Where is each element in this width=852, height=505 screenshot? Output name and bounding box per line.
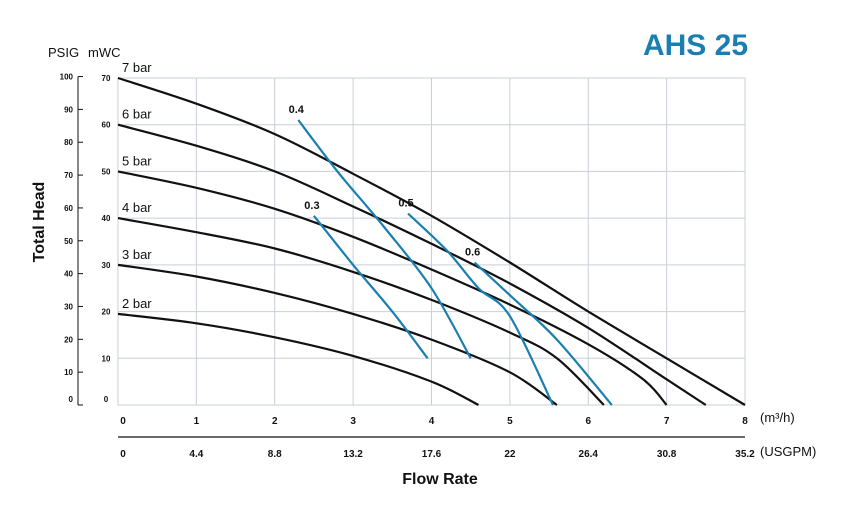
pressure-curves <box>117 76 746 406</box>
chart-title: AHS 25 <box>643 29 748 62</box>
x-tick-label-usgpm: 22 <box>504 449 516 460</box>
y-unit-psig: PSIG <box>48 45 79 60</box>
x-axis-title: Flow Rate <box>402 471 478 488</box>
y-tick-label-mwc: 30 <box>102 261 111 270</box>
x-tick-label: 4 <box>429 416 435 427</box>
x-unit-m3h: (m³/h) <box>760 410 795 425</box>
x-tick-label: 6 <box>585 416 591 427</box>
curve-label-7-bar: 7 bar <box>122 60 152 75</box>
curve-4-bar <box>117 217 605 406</box>
x-tick-label-usgpm: 13.2 <box>343 449 363 460</box>
x-tick-label-usgpm: 0 <box>120 449 126 460</box>
chart-labels: 7 bar 6 bar 5 bar 4 bar 3 bar 2 bar 0.3 0.4 0.5 0… <box>122 60 480 311</box>
air-line-0-3 <box>313 215 429 359</box>
x-tick-label: 7 <box>664 416 670 427</box>
air-line-0-5 <box>407 212 554 406</box>
curve-6-bar <box>117 123 707 406</box>
y-tick-label-psig: 100 <box>60 73 74 82</box>
air-consumption-curves <box>297 119 613 406</box>
curve-2-bar <box>117 312 479 406</box>
x-tick-label: 5 <box>507 416 513 427</box>
y-tick-label-psig: 60 <box>64 204 73 213</box>
air-line-label-0-3: 0.3 <box>304 200 319 212</box>
y-tick-label-mwc: 40 <box>102 214 111 223</box>
y-tick-label-mwc: 50 <box>102 167 111 176</box>
x-tick-label: 2 <box>272 416 278 427</box>
curve-label-3-bar: 3 bar <box>122 247 152 262</box>
x-tick-label-usgpm: 17.6 <box>422 449 442 460</box>
air-line-0-4 <box>297 119 472 359</box>
y-unit-mwc: mWC <box>88 45 121 60</box>
curve-5-bar <box>117 170 668 406</box>
x-unit-usgpm: (USGPM) <box>760 444 816 459</box>
air-line-0-6 <box>473 261 613 406</box>
y-tick-label-psig: 90 <box>64 105 73 114</box>
y-tick-label-psig: 10 <box>64 368 73 377</box>
x-tick-label-usgpm: 8.8 <box>268 449 282 460</box>
x-tick-label: 3 <box>350 416 356 427</box>
x-tick-label-usgpm: 4.4 <box>189 449 203 460</box>
y-tick-label-psig: 70 <box>64 171 73 180</box>
y-tick-label-psig: 0 <box>69 395 74 404</box>
x-tick-label: 0 <box>120 416 126 427</box>
y-tick-label-psig: 20 <box>64 335 73 344</box>
air-line-label-0-5: 0.5 <box>398 197 413 209</box>
y-axis-title: Total Head <box>31 182 48 263</box>
grid <box>117 77 746 406</box>
x-tick-label: 8 <box>742 416 748 427</box>
x-tick-label-usgpm: 30.8 <box>657 449 677 460</box>
y-tick-label-mwc: 10 <box>102 354 111 363</box>
y-tick-label-psig: 30 <box>64 302 73 311</box>
curve-3-bar <box>117 263 558 406</box>
y-tick-label-mwc: 20 <box>102 308 111 317</box>
curve-7-bar <box>117 76 746 406</box>
y-tick-label-mwc: 0 <box>104 395 109 404</box>
x-tick-label-usgpm: 26.4 <box>579 449 599 460</box>
y-tick-label-psig: 40 <box>64 270 73 279</box>
y-tick-label-psig: 50 <box>64 237 73 246</box>
curve-label-2-bar: 2 bar <box>122 296 152 311</box>
axes: 0 0 1 4.4 2 8.8 3 13.2 4 17.6 5 22 6 26.4 7 30.8 8 35.2 0 1… <box>60 73 756 460</box>
x-tick-label: 1 <box>194 416 200 427</box>
y-tick-label-psig: 80 <box>64 138 73 147</box>
air-line-label-0-6: 0.6 <box>465 247 480 259</box>
y-tick-label-mwc: 60 <box>102 121 111 130</box>
curve-label-5-bar: 5 bar <box>122 153 152 168</box>
curve-label-6-bar: 6 bar <box>122 107 152 122</box>
y-tick-label-mwc: 70 <box>102 74 111 83</box>
x-tick-label-usgpm: 35.2 <box>735 449 755 460</box>
air-line-label-0-4: 0.4 <box>289 104 305 116</box>
curve-label-4-bar: 4 bar <box>122 200 152 215</box>
